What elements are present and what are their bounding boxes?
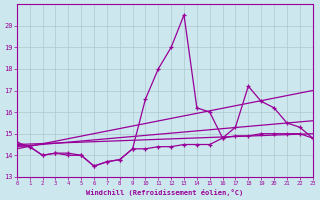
X-axis label: Windchill (Refroidissement éolien,°C): Windchill (Refroidissement éolien,°C): [86, 189, 243, 196]
